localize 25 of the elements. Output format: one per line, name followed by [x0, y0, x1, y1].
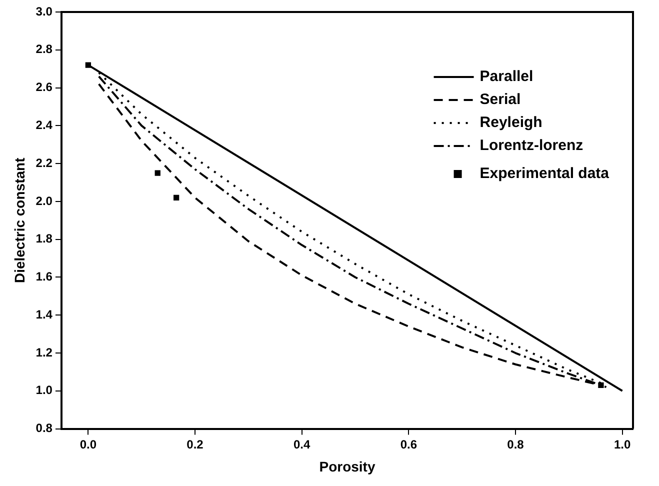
y-tick-label: 2.0 — [36, 194, 53, 208]
x-tick-label: 0.0 — [80, 437, 97, 452]
legend-label: Experimental data — [480, 165, 610, 182]
x-tick-label: 0.4 — [293, 437, 311, 452]
y-tick-label: 2.8 — [36, 42, 53, 56]
x-axis-title: Porosity — [319, 458, 376, 474]
x-tick-label: 0.6 — [400, 437, 418, 452]
x-tick-label: 0.8 — [507, 437, 524, 452]
y-tick-label: 3.0 — [36, 4, 53, 18]
y-tick-label: 1.4 — [36, 307, 53, 322]
y-tick-label: 1.2 — [36, 345, 53, 360]
y-tick-label: 1.0 — [36, 383, 53, 398]
y-tick-label: 2.6 — [36, 80, 53, 94]
legend-label: Parallel — [480, 68, 534, 86]
x-tick-label: 1.0 — [614, 437, 631, 452]
y-tick-label: 2.2 — [36, 156, 53, 170]
legend-label: Lorentz-lorenz — [480, 137, 584, 154]
y-tick-label: 0.8 — [36, 421, 53, 436]
y-tick-label: 2.4 — [36, 118, 53, 132]
legend-label: Serial — [480, 91, 521, 108]
y-tick-label: 1.8 — [36, 232, 53, 246]
y-tick-label: 1.6 — [36, 270, 53, 284]
legend-label: Reyleigh — [480, 114, 542, 132]
x-tick-label: 0.2 — [186, 437, 204, 452]
y-axis-title: Dielectric constant — [11, 157, 28, 284]
